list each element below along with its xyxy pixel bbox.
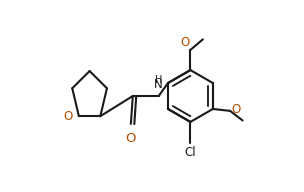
Text: H: H [155, 75, 162, 85]
Text: O: O [231, 103, 240, 116]
Text: Cl: Cl [185, 146, 196, 160]
Text: O: O [180, 36, 189, 49]
Text: N: N [154, 78, 163, 91]
Text: O: O [126, 132, 136, 145]
Text: O: O [64, 110, 73, 123]
